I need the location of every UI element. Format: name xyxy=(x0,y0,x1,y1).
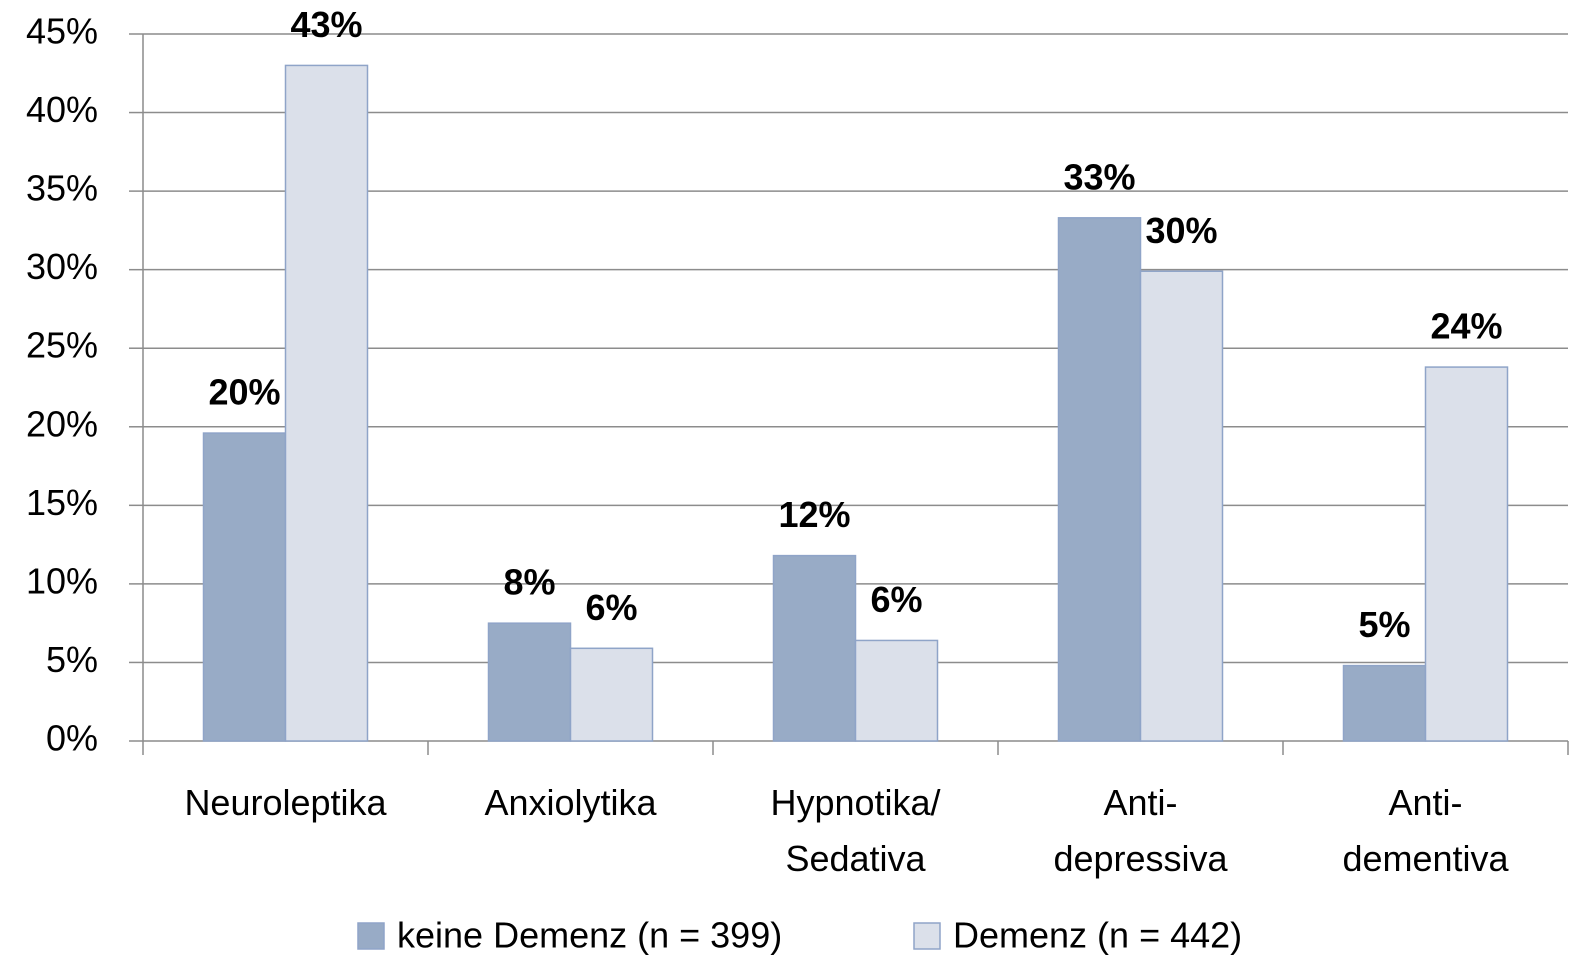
x-tick-label: Hypnotika/Sedativa xyxy=(770,782,940,879)
value-label: 8% xyxy=(503,562,555,603)
value-label: 33% xyxy=(1063,156,1135,197)
bar xyxy=(202,432,287,742)
y-tick-label: 20% xyxy=(26,403,98,444)
legend-swatch xyxy=(357,922,385,950)
y-tick-label: 25% xyxy=(26,325,98,366)
y-tick-label: 45% xyxy=(26,11,98,52)
value-label: 20% xyxy=(208,372,280,413)
x-tick-label-line: Neuroleptika xyxy=(184,782,387,823)
y-tick-label: 10% xyxy=(26,560,98,601)
value-label: 24% xyxy=(1430,306,1502,347)
x-tick-label-line: Sedativa xyxy=(785,838,926,879)
x-tick-label-line: Anti- xyxy=(1103,782,1177,823)
bar xyxy=(284,64,369,742)
x-tick-label-line: Hypnotika/ xyxy=(770,782,940,823)
bar xyxy=(772,554,857,742)
y-tick-label: 30% xyxy=(26,246,98,287)
bar xyxy=(487,622,572,742)
y-tick-label: 35% xyxy=(26,168,98,209)
legend-label: keine Demenz (n = 399) xyxy=(397,915,782,956)
value-label: 30% xyxy=(1145,210,1217,251)
x-tick-label: Anxiolytika xyxy=(484,782,657,823)
legend-label: Demenz (n = 442) xyxy=(953,915,1242,956)
x-tick-label-line: Anxiolytika xyxy=(484,782,657,823)
x-tick-label-line: dementiva xyxy=(1342,838,1509,879)
value-label: 12% xyxy=(778,494,850,535)
bar xyxy=(1424,366,1509,742)
x-tick-label-line: depressiva xyxy=(1053,838,1228,879)
legend-swatch xyxy=(913,922,941,950)
value-label: 6% xyxy=(870,579,922,620)
value-label: 6% xyxy=(585,587,637,628)
y-tick-label: 15% xyxy=(26,482,98,523)
bar xyxy=(854,639,939,742)
bar xyxy=(1139,270,1224,742)
y-tick-label: 40% xyxy=(26,89,98,130)
x-tick-label-line: Anti- xyxy=(1388,782,1462,823)
y-tick-label: 0% xyxy=(46,718,98,759)
y-tick-label: 5% xyxy=(46,639,98,680)
x-tick-label: Anti-dementiva xyxy=(1342,782,1509,879)
value-label: 5% xyxy=(1358,604,1410,645)
x-tick-label: Anti-depressiva xyxy=(1053,782,1228,879)
bar xyxy=(569,647,654,742)
x-tick-label: Neuroleptika xyxy=(184,782,387,823)
value-label: 43% xyxy=(290,4,362,45)
bar xyxy=(1342,664,1427,742)
bar xyxy=(1057,217,1142,742)
